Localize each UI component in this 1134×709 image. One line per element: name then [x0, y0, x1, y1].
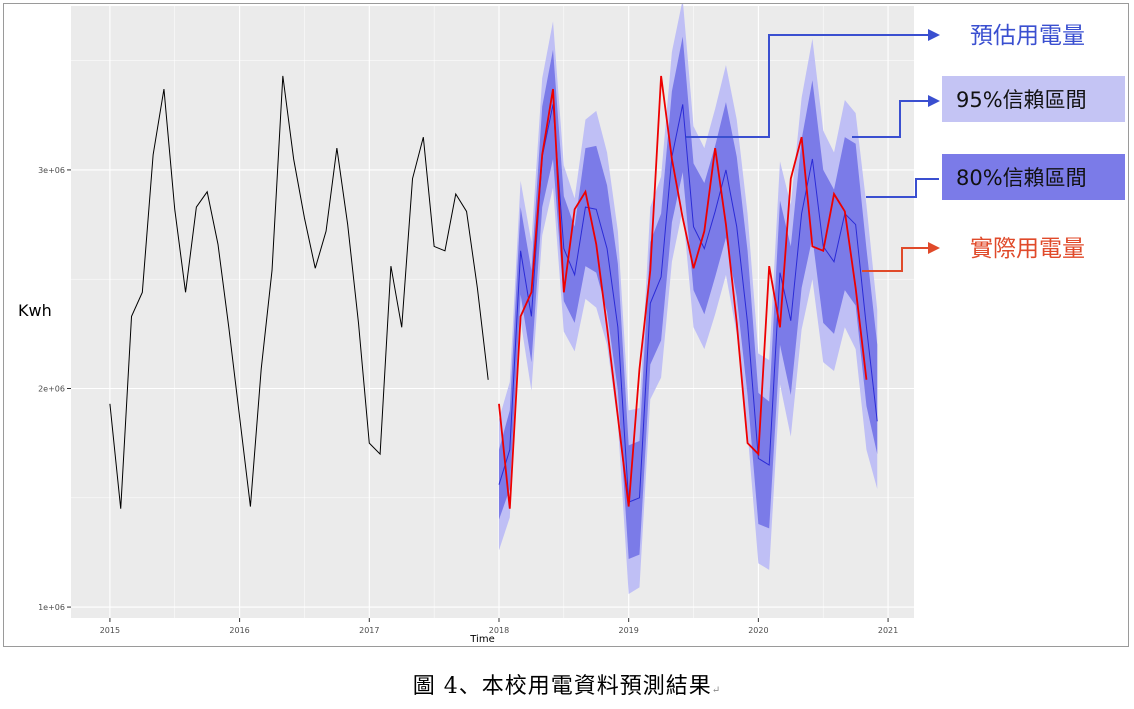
ci95-callout — [852, 100, 928, 138]
y-axis-title: Kwh — [18, 301, 52, 320]
ci80-callout — [866, 178, 939, 198]
figure-frame: 2015 2016 2017 2018 2019 2020 2021 1e+06 2e+06 3e… — [3, 3, 1129, 647]
forecast-callout — [686, 34, 928, 138]
band-80 — [498, 36, 878, 559]
caption-text: 圖 4、本校用電資料預測結果 — [412, 674, 712, 699]
y-tick-label: 3e+06 — [38, 166, 65, 175]
x-tick-label: 2019 — [618, 626, 638, 635]
x-tick-label: 2018 — [489, 626, 509, 635]
actual-callout — [862, 247, 928, 272]
legend-callout-arrows — [686, 29, 940, 272]
series-lines — [109, 75, 878, 509]
x-tick-label: 2015 — [100, 626, 120, 635]
forecast-chart: 2015 2016 2017 2018 2019 2020 2021 1e+06 2e+06 3e… — [18, 4, 1125, 645]
legend: 預估用電量 95%信賴區間 80%信賴區間 實際用電量 — [686, 23, 1125, 272]
history-line — [109, 75, 489, 509]
y-tick-label: 2e+06 — [38, 385, 65, 394]
forecast-line — [498, 104, 878, 503]
ci95-callout-head — [928, 95, 940, 107]
y-tick-label: 1e+06 — [38, 603, 65, 612]
legend-actual-label: 實際用電量 — [970, 236, 1085, 262]
x-axis-title: Time — [469, 634, 494, 645]
legend-ci95-box — [942, 76, 1125, 122]
x-tick-label: 2021 — [878, 626, 898, 635]
legend-forecast-label: 預估用電量 — [970, 23, 1085, 49]
figure-caption: 圖 4、本校用電資料預測結果↵ — [0, 668, 1134, 700]
paragraph-mark: ↵ — [711, 685, 722, 696]
x-tick-label: 2016 — [229, 626, 249, 635]
x-tick-label: 2020 — [748, 626, 768, 635]
actual-callout-head — [928, 242, 940, 254]
axis-ticks: 2015 2016 2017 2018 2019 2020 2021 1e+06 2e+06 3e… — [38, 166, 898, 635]
legend-ci80-box — [942, 154, 1125, 200]
x-tick-label: 2017 — [359, 626, 379, 635]
legend-ci95-label: 95%信賴區間 — [956, 88, 1087, 112]
forecast-callout-head — [928, 29, 940, 41]
legend-ci80-label: 80%信賴區間 — [956, 166, 1087, 190]
actual-line — [498, 75, 868, 509]
confidence-bands — [498, 4, 878, 594]
